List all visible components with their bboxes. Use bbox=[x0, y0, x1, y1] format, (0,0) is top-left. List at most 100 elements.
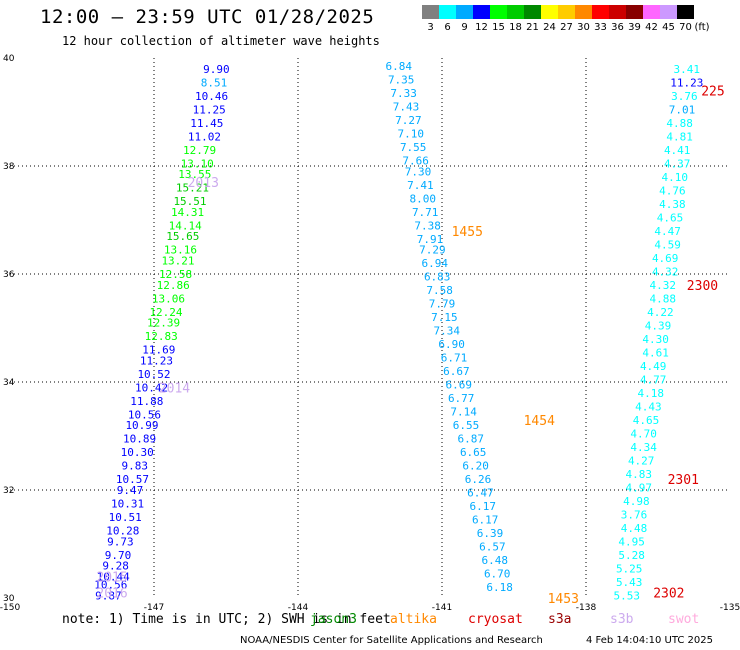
wave-height-label: 6.69 bbox=[446, 379, 473, 392]
pass-time-label: 1453 bbox=[548, 592, 579, 607]
wave-height-label: 7.38 bbox=[414, 219, 441, 232]
color-scale-swatch bbox=[558, 5, 575, 19]
wave-height-label: 9.47 bbox=[117, 484, 144, 497]
wave-height-label: 7.66 bbox=[402, 155, 429, 168]
wave-height-label: 3.76 bbox=[671, 90, 698, 103]
legend-item-s3a: s3a bbox=[548, 612, 572, 627]
wave-height-label: 7.91 bbox=[417, 233, 444, 246]
wave-height-label: 4.70 bbox=[630, 427, 657, 440]
color-scale-label: 15 bbox=[492, 22, 505, 33]
wave-height-label: 13.55 bbox=[178, 168, 211, 181]
pass-time-label: 1455 bbox=[452, 225, 483, 240]
wave-height-label: 6.20 bbox=[462, 460, 489, 473]
wave-height-label: 4.37 bbox=[664, 157, 691, 170]
wave-height-label: 10.42 bbox=[135, 381, 168, 394]
wave-height-label: 4.49 bbox=[640, 360, 667, 373]
wave-height-label: 4.76 bbox=[659, 184, 686, 197]
wave-height-label: 10.44 bbox=[97, 570, 130, 583]
wave-height-label: 12.24 bbox=[149, 306, 182, 319]
color-scale-swatch bbox=[677, 5, 694, 19]
wave-height-label: 7.10 bbox=[398, 128, 425, 141]
color-scale-label: 42 bbox=[645, 22, 658, 33]
wave-height-label: 4.27 bbox=[628, 454, 655, 467]
wave-height-label: 4.22 bbox=[647, 306, 674, 319]
wave-height-label: 7.01 bbox=[669, 103, 696, 116]
legend-item-cryosat: cryosat bbox=[468, 612, 523, 627]
wave-height-label: 11.69 bbox=[142, 344, 175, 357]
color-scale-swatch bbox=[524, 5, 541, 19]
x-tick-label: -138 bbox=[576, 603, 597, 613]
wave-height-label: 10.52 bbox=[137, 368, 170, 381]
wave-height-label: 3.76 bbox=[621, 508, 648, 521]
wave-height-label: 7.41 bbox=[407, 179, 434, 192]
color-scale-swatch bbox=[439, 5, 456, 19]
wave-height-label: 4.39 bbox=[645, 319, 672, 332]
wave-height-label: 10.99 bbox=[125, 419, 158, 432]
wave-height-label: 15.51 bbox=[173, 195, 206, 208]
wave-height-label: 4.18 bbox=[638, 387, 665, 400]
wave-height-label: 6.18 bbox=[486, 581, 513, 594]
x-tick-label: -150 bbox=[0, 603, 20, 613]
chart-subtitle: 12 hour collection of altimeter wave hei… bbox=[62, 34, 380, 48]
x-tick-label: -147 bbox=[144, 603, 164, 613]
color-scale-label: 3 bbox=[427, 22, 434, 33]
wave-height-label: 13.16 bbox=[164, 244, 197, 257]
wave-height-label: 3.41 bbox=[674, 63, 701, 76]
wave-height-label: 10.56 bbox=[94, 579, 127, 592]
wave-height-label: 7.15 bbox=[431, 311, 458, 324]
pass-time-label: 2300 bbox=[687, 279, 718, 294]
wave-height-label: 4.32 bbox=[650, 279, 677, 292]
wave-height-label: 4.95 bbox=[618, 535, 645, 548]
wave-height-label: 10.56 bbox=[128, 408, 161, 421]
color-scale-swatch bbox=[507, 5, 524, 19]
wave-height-label: 10.30 bbox=[121, 446, 154, 459]
wave-height-label: 6.94 bbox=[422, 257, 449, 270]
wave-height-label: 10.46 bbox=[195, 90, 228, 103]
wave-height-label: 6.39 bbox=[477, 527, 504, 540]
wave-height-label: 6.55 bbox=[453, 419, 480, 432]
color-scale-swatch bbox=[592, 5, 609, 19]
wave-height-label: 4.83 bbox=[626, 468, 653, 481]
color-scale-label: 30 bbox=[577, 22, 590, 33]
wave-height-label: 10.51 bbox=[109, 511, 142, 524]
wave-height-label: 11.88 bbox=[130, 395, 163, 408]
wave-height-label: 4.61 bbox=[642, 346, 669, 359]
color-scale-label: 18 bbox=[509, 22, 522, 33]
legend-item-s3b: s3b bbox=[610, 612, 634, 627]
wave-height-label: 10.28 bbox=[106, 525, 139, 538]
y-tick-label: 34 bbox=[3, 378, 15, 388]
pass-time-label: 1454 bbox=[524, 414, 555, 429]
wave-height-label: 6.47 bbox=[467, 487, 494, 500]
color-scale-swatch bbox=[660, 5, 677, 19]
color-scale-swatch bbox=[643, 5, 660, 19]
wave-height-label: 13.06 bbox=[152, 292, 185, 305]
x-tick-label: -144 bbox=[288, 603, 309, 613]
wave-height-label: 7.58 bbox=[426, 284, 453, 297]
color-scale-label: 70 bbox=[679, 22, 692, 33]
wave-height-label: 12.83 bbox=[145, 330, 178, 343]
wave-height-label: 12.58 bbox=[159, 268, 192, 281]
wave-height-label: 4.88 bbox=[650, 292, 677, 305]
wave-height-label: 10.31 bbox=[111, 498, 144, 511]
color-scale-swatch bbox=[609, 5, 626, 19]
wave-height-label: 15.65 bbox=[166, 230, 199, 243]
wave-height-label: 12.79 bbox=[183, 144, 216, 157]
color-scale-swatch bbox=[575, 5, 592, 19]
wave-height-label: 7.14 bbox=[450, 406, 477, 419]
wave-height-label: 4.81 bbox=[666, 130, 693, 143]
wave-height-label: 6.70 bbox=[484, 568, 511, 581]
wave-height-label: 10.57 bbox=[116, 473, 149, 486]
wave-height-label: 4.47 bbox=[654, 225, 681, 238]
wave-height-label: 14.14 bbox=[169, 219, 202, 232]
wave-height-label: 6.65 bbox=[460, 446, 487, 459]
wave-height-label: 6.17 bbox=[470, 500, 497, 513]
wave-height-label: 7.30 bbox=[405, 165, 432, 178]
pass-time-label: 2013 bbox=[188, 176, 219, 191]
color-scale-swatch bbox=[473, 5, 490, 19]
wave-height-label: 7.27 bbox=[395, 114, 422, 127]
pass-time-label: 2014 bbox=[159, 381, 190, 396]
color-scale-label: 21 bbox=[526, 22, 539, 33]
legend-item-altika: altika bbox=[390, 612, 437, 627]
wave-height-label: 9.70 bbox=[105, 549, 132, 562]
